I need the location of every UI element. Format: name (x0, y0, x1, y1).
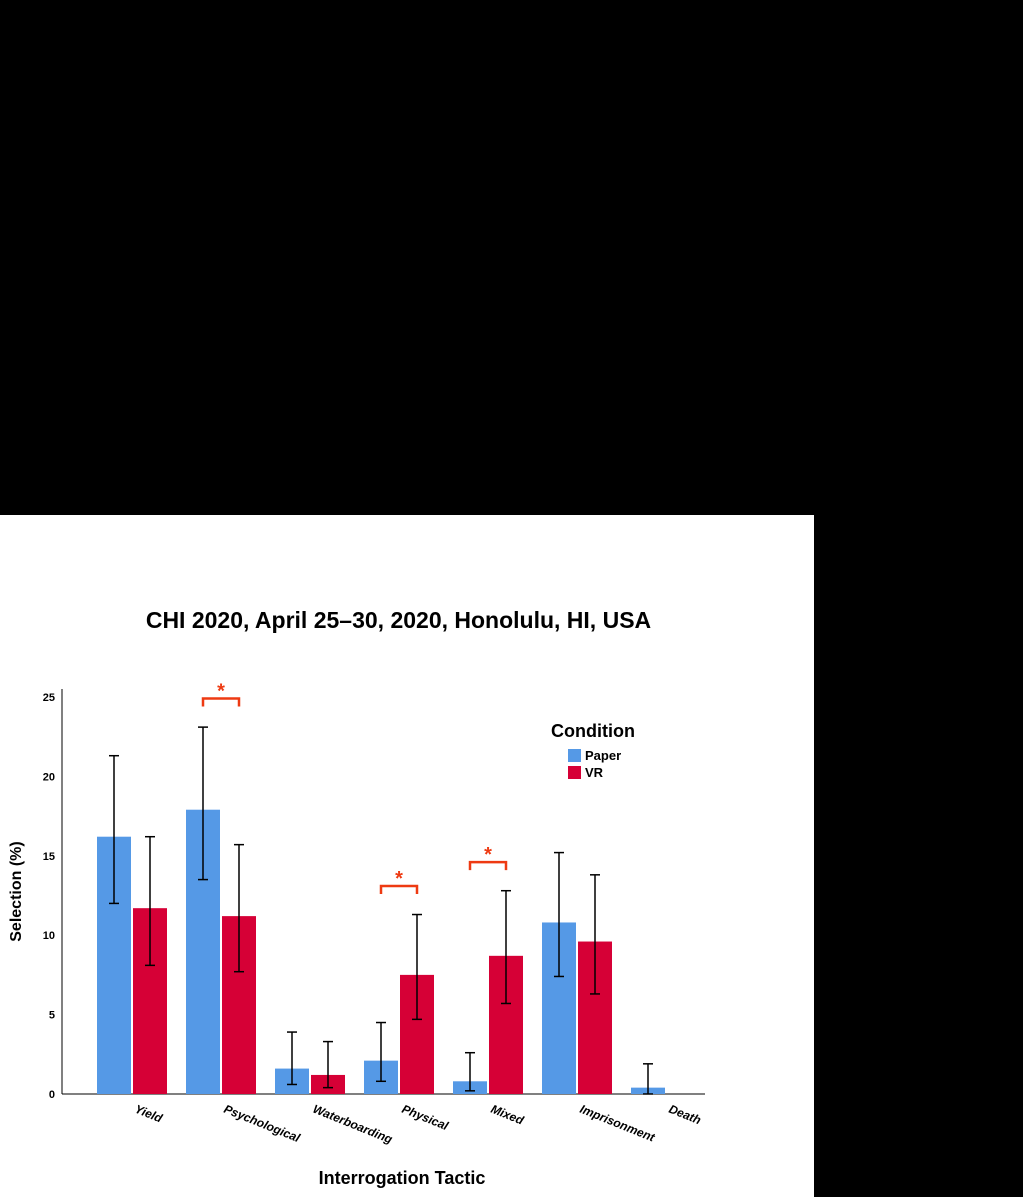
page-header: CHI 2020, April 25–30, 2020, Honolulu, H… (145, 607, 652, 633)
error-bar-paper-physical (376, 1021, 386, 1083)
legend-item-paper: Paper (568, 748, 621, 763)
error-bar-vr-psychological (234, 843, 244, 973)
error-bars (109, 726, 653, 1095)
error-bar-vr-physical (412, 913, 422, 1021)
x-tick-label: Mixed (489, 1102, 526, 1128)
x-axis: Yield Psychological Waterboarding Physical M… (62, 1093, 705, 1188)
y-tick-label: 10 (43, 930, 55, 942)
error-bar-vr-mixed (501, 889, 511, 1005)
error-bar-vr-yield (145, 835, 155, 967)
x-tick-label: Psychological (222, 1102, 303, 1145)
x-tick-label: Physical (400, 1102, 451, 1133)
error-bar-paper-yield (109, 754, 119, 905)
legend-label: VR (585, 765, 604, 780)
error-bar-paper-waterboarding (287, 1031, 297, 1086)
significance-bracket: * (468, 844, 508, 871)
legend-swatch (568, 749, 581, 762)
y-tick-label: 5 (49, 1010, 55, 1022)
x-axis-label: Interrogation Tactic (319, 1168, 486, 1188)
significance-star: * (395, 868, 403, 890)
y-axis-label: Selection (%) (8, 841, 25, 941)
error-bar-paper-death (643, 1063, 653, 1095)
x-tick-label: Imprisonment (578, 1102, 658, 1145)
x-tick-label: Waterboarding (311, 1102, 395, 1147)
error-bar-paper-mixed (465, 1051, 475, 1092)
error-bar-vr-waterboarding (323, 1040, 333, 1089)
y-tick-label: 20 (43, 771, 55, 783)
significance-star: * (484, 844, 492, 866)
significance-markers: * * * (201, 681, 508, 894)
legend-label: Paper (585, 748, 621, 763)
y-axis: 0 5 10 15 20 25 Selection (%) (8, 689, 63, 1101)
y-tick-label: 15 (43, 851, 55, 863)
legend-item-vr: VR (568, 765, 604, 780)
legend-swatch (568, 766, 581, 779)
significance-bracket: * (201, 681, 241, 707)
x-tick-label: Yield (133, 1102, 165, 1126)
error-bar-paper-imprisonment (554, 851, 564, 978)
significance-bracket: * (379, 868, 419, 894)
y-tick-label: 0 (49, 1089, 55, 1101)
error-bar-vr-imprisonment (590, 874, 600, 995)
error-bar-paper-psychological (198, 726, 208, 881)
x-tick-label: Death (667, 1102, 703, 1127)
y-tick-label: 25 (43, 692, 55, 704)
significance-star: * (217, 681, 225, 703)
legend-title: Condition (551, 721, 635, 741)
bar-chart: 0 5 10 15 20 25 Selection (%) Yield Psychologi… (8, 681, 705, 1188)
legend: Condition Paper VR (551, 721, 635, 780)
